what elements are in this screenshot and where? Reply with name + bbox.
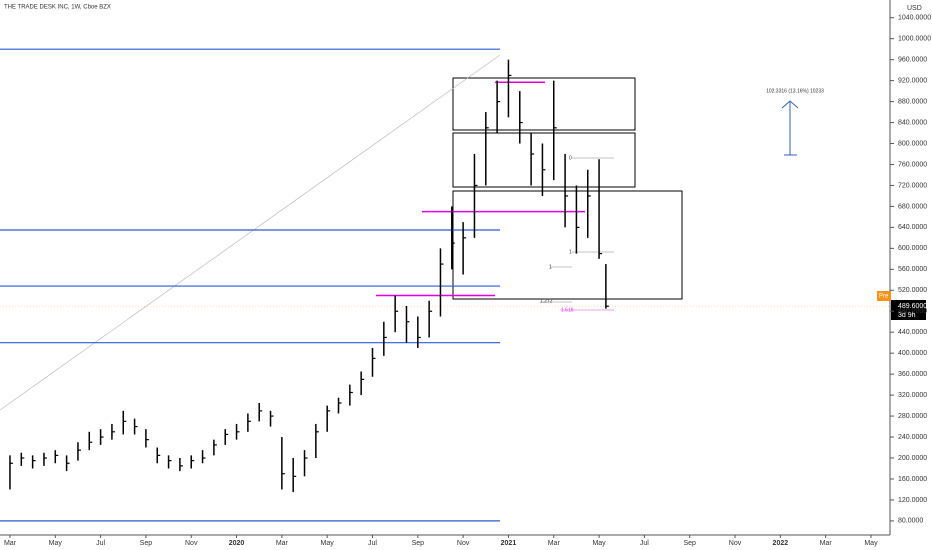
measure-arrow [781,100,799,156]
x-tick-label: Jul [96,540,105,547]
y-tick-label: 280.0000 [898,413,927,420]
y-tick-label: 240.0000 [898,434,927,441]
pre-tag-bg [877,291,891,301]
y-tick-label: 480.0000 [898,308,927,315]
fib-lines [540,157,614,303]
x-tick-label: 2021 [501,540,517,547]
fib-label: 1 [569,249,572,255]
x-tick-label: Mar [548,540,561,547]
fib-label: 1.618 [561,307,574,313]
x-tick-label: 2022 [773,540,789,547]
price-tag-bg [891,300,926,320]
x-tick-label: May [592,540,606,547]
y-tick-label: 160.0000 [898,476,927,483]
y-tick-label: 840.0000 [898,119,927,126]
x-tick-label: Nov [185,540,198,547]
y-tick-label: 1040.0000 [898,15,931,22]
y-tick-label: 720.0000 [898,182,927,189]
countdown: 3d 9h [898,312,916,319]
x-tick-label: May [49,540,63,547]
y-tick-label: 200.0000 [898,455,927,462]
boxes [452,77,683,300]
x-tick-label: Sep [140,540,153,547]
x-tick-label: Mar [4,540,17,547]
x-tick-label: Jul [368,540,377,547]
y-tick-label: 400.0000 [898,350,927,357]
x-tick-label: Sep [412,540,425,547]
y-tick-label: 800.0000 [898,140,927,147]
y-tick-label: 640.0000 [898,224,927,231]
y-tick-label: 560.0000 [898,266,927,273]
y-tick-label: 520.0000 [898,287,927,294]
x-tick-label: May [321,540,335,547]
y-tick-label: 680.0000 [898,203,927,210]
fib-label: 1 [549,264,552,270]
trend-line [0,54,501,411]
fib-label: 1.272 [540,298,553,304]
y-tick-label: 920.0000 [898,77,927,84]
x-tick-label: Mar [276,540,289,547]
x-tick-label: May [864,540,878,547]
x-tick-label: Mar [820,540,833,547]
x-tick-label: 2020 [229,540,245,547]
y-tick-label: 440.0000 [898,329,927,336]
price-tag: 489.6000 [898,303,927,310]
x-tick-label: Jul [640,540,649,547]
y-tick-label: 80.0000 [898,518,923,525]
y-tick-label: 960.0000 [898,56,927,63]
y-tick-label: 360.0000 [898,371,927,378]
x-tick-label: Nov [729,540,742,547]
y-tick-label: 760.0000 [898,161,927,168]
x-tick-label: Nov [457,540,470,547]
pre-tag: Pre [879,294,889,300]
chart-title: THE TRADE DESK INC, 1W, Cboe BZX [4,5,111,11]
measure-label: 102.3316 (13.16%) 10233 [766,88,824,94]
y-tick-label: 600.0000 [898,245,927,252]
currency: USD [907,5,922,12]
fib-label: 0 [569,155,572,161]
y-tick-label: 1000.0000 [898,36,931,43]
y-tick-label: 880.0000 [898,98,927,105]
y-tick-label: 320.0000 [898,392,927,399]
y-tick-label: 120.0000 [898,497,927,504]
x-tick-label: Sep [683,540,696,547]
